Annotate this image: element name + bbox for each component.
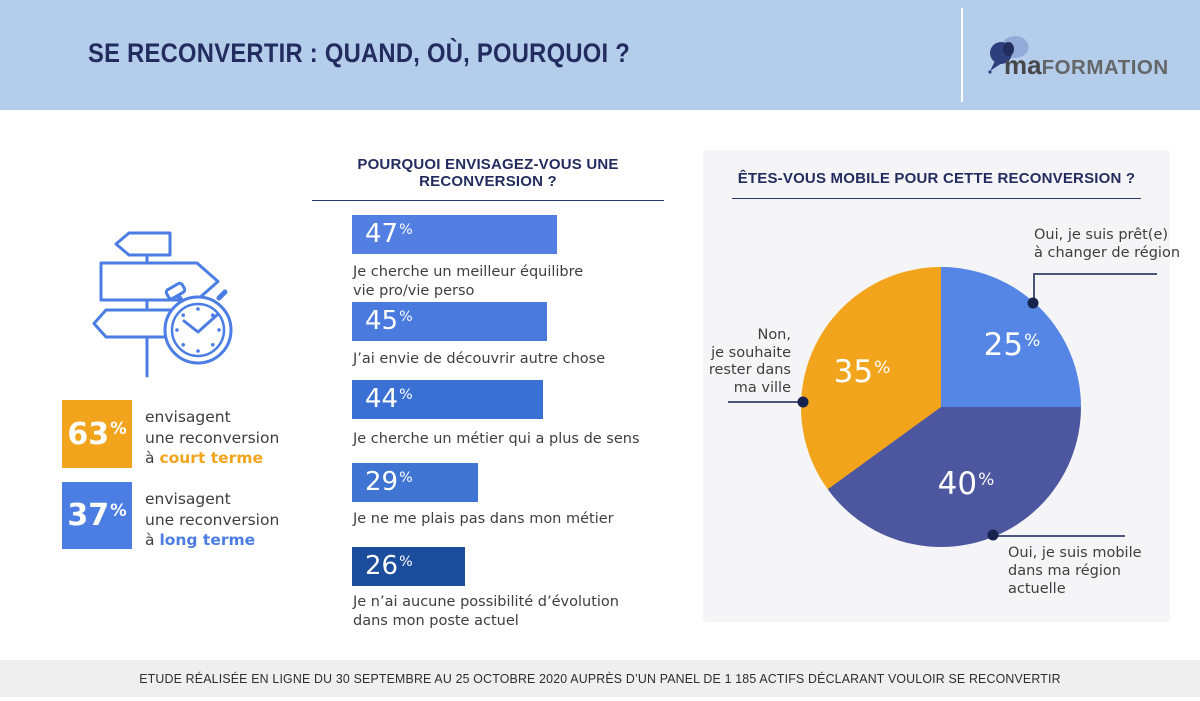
pie-chart-panel: ÊTES-VOUS MOBILE POUR CETTE RECONVERSION… <box>703 150 1180 622</box>
callout-line-blue-horizontal <box>1033 273 1157 275</box>
bar-label-26: Je n’ai aucune possibilité d’évolution d… <box>353 594 619 629</box>
footer: ETUDE RÉALISÉE EN LIGNE DU 30 SEPTEMBRE … <box>0 660 1200 697</box>
callout-dot-blue <box>1027 297 1039 309</box>
page-title: SE RECONVERTIR : QUAND, OÙ, POURQUOI ? <box>88 38 631 68</box>
callout-line-dark <box>993 535 1125 537</box>
callout-label-dark: Oui, je suis mobile dans ma région actue… <box>1008 545 1142 597</box>
stat-label-long-terme: envisagent une reconversion à long terme <box>145 490 280 549</box>
callout-label-orange: Non, je souhaite rester dans ma ville <box>708 327 791 396</box>
signpost-stopwatch-icon <box>92 231 233 378</box>
callout-line-blue-vertical <box>1033 273 1035 303</box>
bar-label-45: J’ai envie de découvrir autre chose <box>353 351 606 367</box>
bar-29: 29% <box>352 463 478 502</box>
header: SE RECONVERTIR : QUAND, OÙ, POURQUOI ? m… <box>0 0 1200 110</box>
bar-44: 44% <box>352 380 543 419</box>
bar-label-44: Je cherche un métier qui a plus de sens <box>353 431 640 447</box>
bar-47: 47% <box>352 215 557 254</box>
stat-value-court-terme: 63% <box>62 400 132 468</box>
stat-value-long-terme: 37% <box>62 482 132 549</box>
pie-value-40: 40% <box>937 466 995 502</box>
bar-label-29: Je ne me plais pas dans mon métier <box>353 511 614 527</box>
bar-45: 45% <box>352 302 547 341</box>
footer-text: ETUDE RÉALISÉE EN LIGNE DU 30 SEPTEMBRE … <box>139 671 1061 686</box>
bar-chart: 47% Je cherche un meilleur équilibre vie… <box>352 215 640 645</box>
logo-text-ma: ma <box>1004 50 1042 80</box>
pie-value-35: 35% <box>833 354 891 390</box>
bar-label-47: Je cherche un meilleur équilibre vie pro… <box>353 264 584 299</box>
pie-chart-title: ÊTES-VOUS MOBILE POUR CETTE RECONVERSION… <box>731 170 1142 199</box>
callout-dot-dark <box>987 529 999 541</box>
maformation-logo: maFORMATION <box>986 34 1176 86</box>
callout-label-blue: Oui, je suis prêt(e) à changer de région <box>1034 227 1181 261</box>
stat-label-court-terme: envisagent une reconversion à court term… <box>145 408 280 467</box>
bar-chart-title: POURQUOI ENVISAGEZ-VOUS UNE RECONVERSION… <box>312 156 664 201</box>
callout-line-orange <box>728 401 804 403</box>
bar-26: 26% <box>352 547 465 586</box>
callout-dot-orange <box>797 396 809 408</box>
pie-value-25: 25% <box>983 327 1041 363</box>
logo-text: maFORMATION <box>1004 50 1169 81</box>
pie <box>801 267 1081 547</box>
header-divider <box>961 8 963 102</box>
speech-bubbles-icon <box>988 36 1029 74</box>
logo-text-formation: FORMATION <box>1041 56 1169 79</box>
